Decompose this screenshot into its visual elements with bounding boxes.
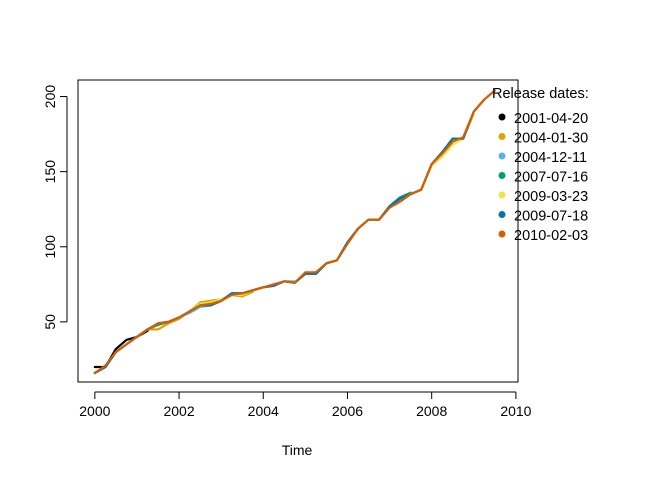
x-tick-label: 2008 — [416, 403, 447, 419]
series-line-2009-07-18 — [93, 98, 486, 375]
x-tick-label: 2006 — [332, 403, 363, 419]
plot-area-frame — [77, 79, 519, 383]
y-tick-label: 50 — [42, 314, 58, 330]
series-line-2009-03-23 — [93, 113, 475, 375]
x-axis-label: Time — [282, 442, 313, 458]
x-tick-label: 2004 — [248, 403, 279, 419]
series-line-2007-07-16 — [93, 191, 412, 375]
x-tick-label: 2000 — [79, 403, 110, 419]
legend-title: Release dates: — [492, 86, 589, 102]
legend-label: 2001-04-20 — [514, 111, 588, 127]
legend-marker — [498, 191, 506, 199]
legend-marker — [498, 113, 506, 121]
y-tick-label: 150 — [42, 160, 58, 184]
legend-marker — [498, 133, 506, 140]
legend-label: 2009-07-18 — [514, 209, 588, 225]
legend-marker — [498, 230, 506, 238]
legend-label: 2007-07-16 — [514, 170, 588, 186]
legend-marker — [498, 152, 506, 160]
legend-label: 2004-01-30 — [514, 131, 588, 147]
x-axis: 2000 2002 2004 2006 2008 2010 — [79, 391, 532, 419]
legend: Release dates: 2001-04-20 2004-01-30 2004-… — [492, 86, 589, 244]
legend-label: 2009-03-23 — [514, 189, 588, 205]
legend-items: 2001-04-20 2004-01-30 2004-12-11 2007-07-16… — [498, 111, 588, 244]
y-tick-label: 200 — [42, 85, 58, 109]
x-tick-label: 2002 — [163, 403, 194, 419]
x-tick-label: 2010 — [500, 403, 531, 419]
series-line-2004-12-11 — [93, 280, 296, 375]
series-lines — [93, 89, 496, 375]
legend-label: 2004-12-11 — [514, 150, 587, 166]
legend-label: 2010-02-03 — [514, 228, 588, 244]
series-line-2004-01-30 — [93, 290, 254, 375]
y-tick-label: 100 — [42, 235, 58, 259]
y-axis: 50 100 150 200 — [42, 85, 68, 330]
series-line-2010-02-03 — [93, 89, 496, 375]
legend-marker — [498, 211, 506, 218]
legend-marker — [498, 172, 506, 179]
